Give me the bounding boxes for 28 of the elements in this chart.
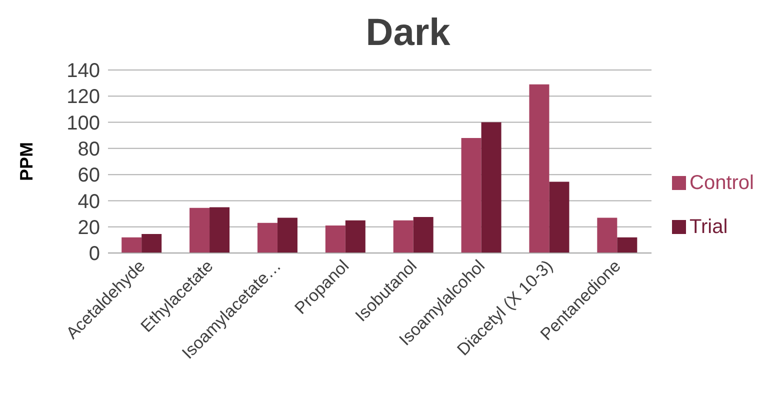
bar [549,182,570,253]
bar [122,237,142,253]
bar [190,208,210,253]
bar [210,207,230,253]
legend-label: Trial [690,216,728,238]
bar [617,237,638,253]
y-tick-label: 100 [66,112,100,134]
y-tick-label: 120 [66,86,100,108]
bar [597,218,618,253]
y-tick-label: 0 [88,243,100,266]
bar [345,220,366,253]
y-tick-label: 60 [78,164,100,187]
bar [413,217,434,253]
bar [277,218,298,253]
bar [325,226,346,253]
bar [257,222,278,253]
bar [393,220,414,253]
legend-label: Control [690,172,754,194]
y-tick-label: 20 [78,216,100,239]
bar [461,138,482,253]
y-tick-label: 140 [66,60,100,82]
bar [481,122,502,253]
y-tick-label: 40 [78,190,100,213]
bar [142,234,162,253]
y-tick-label: 80 [78,138,100,161]
y-axis-title: PPM [16,142,36,182]
chart-title: Dark [364,12,452,55]
bar [529,84,550,253]
